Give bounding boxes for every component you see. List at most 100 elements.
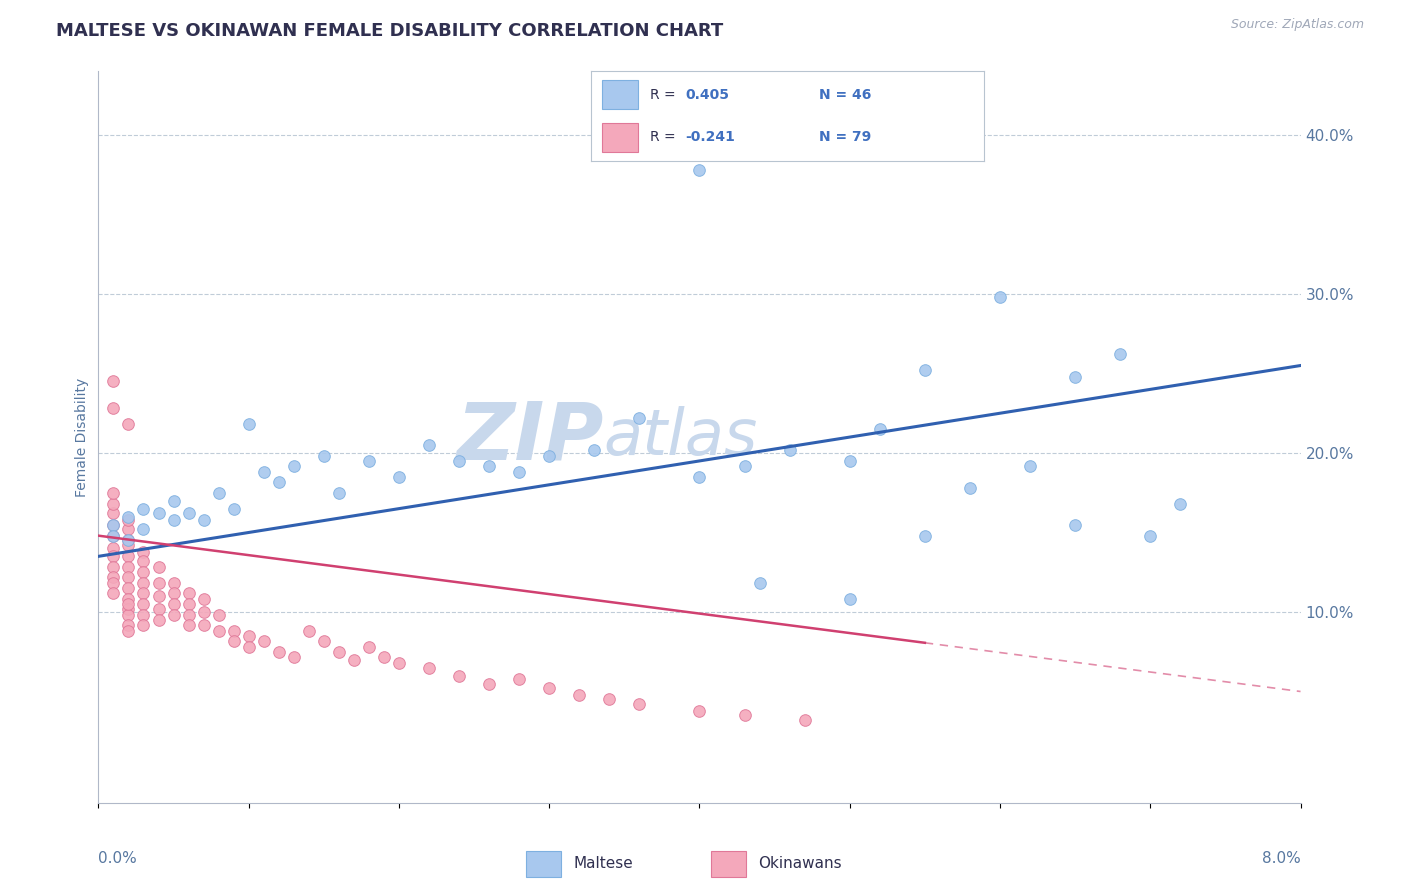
- Bar: [526, 851, 561, 878]
- Point: [103, 485, 125, 500]
- Point: [117, 549, 139, 564]
- Point: [117, 538, 139, 552]
- Point: [838, 592, 860, 607]
- Point: [117, 617, 139, 632]
- Text: Okinawans: Okinawans: [758, 856, 842, 871]
- Point: [208, 624, 231, 638]
- Point: [208, 608, 231, 623]
- Text: Maltese: Maltese: [574, 856, 633, 871]
- Point: [628, 411, 651, 425]
- Text: 0.0%: 0.0%: [98, 850, 138, 865]
- Point: [689, 704, 711, 718]
- Point: [177, 608, 200, 623]
- Point: [103, 497, 125, 511]
- Text: R =: R =: [650, 130, 679, 145]
- Point: [1109, 347, 1132, 361]
- Point: [538, 681, 561, 696]
- Point: [103, 570, 125, 584]
- Point: [132, 597, 155, 611]
- Point: [869, 422, 891, 436]
- Point: [162, 513, 184, 527]
- Point: [357, 454, 380, 468]
- Point: [1064, 517, 1087, 532]
- Text: 8.0%: 8.0%: [1261, 850, 1301, 865]
- Text: Source: ZipAtlas.com: Source: ZipAtlas.com: [1230, 18, 1364, 31]
- Point: [117, 560, 139, 574]
- Point: [148, 613, 170, 627]
- Point: [267, 475, 290, 489]
- Point: [177, 586, 200, 600]
- Point: [103, 375, 125, 389]
- Point: [162, 608, 184, 623]
- Point: [238, 629, 260, 643]
- Point: [298, 624, 321, 638]
- Point: [103, 401, 125, 416]
- Point: [193, 617, 215, 632]
- Point: [283, 458, 305, 473]
- Point: [1139, 529, 1161, 543]
- Text: atlas: atlas: [603, 406, 758, 468]
- Point: [117, 570, 139, 584]
- Point: [628, 697, 651, 711]
- Point: [177, 617, 200, 632]
- Point: [103, 586, 125, 600]
- Text: Female Disability: Female Disability: [75, 377, 89, 497]
- Point: [388, 470, 411, 484]
- Text: ZIP: ZIP: [456, 398, 603, 476]
- Point: [568, 688, 591, 702]
- Point: [222, 624, 245, 638]
- Point: [583, 442, 606, 457]
- Point: [914, 363, 936, 377]
- Point: [132, 586, 155, 600]
- Point: [117, 509, 139, 524]
- Point: [253, 465, 276, 479]
- Point: [988, 290, 1011, 304]
- Point: [283, 649, 305, 664]
- Point: [447, 668, 470, 682]
- Point: [103, 517, 125, 532]
- Point: [508, 672, 530, 686]
- Point: [117, 417, 139, 432]
- Text: N = 46: N = 46: [818, 87, 872, 102]
- Point: [162, 597, 184, 611]
- Point: [959, 481, 981, 495]
- Point: [238, 640, 260, 654]
- Point: [162, 586, 184, 600]
- Point: [914, 529, 936, 543]
- Point: [478, 676, 501, 690]
- Point: [117, 597, 139, 611]
- Point: [478, 458, 501, 473]
- Point: [148, 507, 170, 521]
- Point: [132, 554, 155, 568]
- Point: [132, 608, 155, 623]
- Point: [103, 560, 125, 574]
- Point: [148, 602, 170, 616]
- Point: [793, 713, 815, 727]
- Point: [447, 454, 470, 468]
- Point: [103, 541, 125, 556]
- Point: [117, 533, 139, 548]
- Point: [117, 522, 139, 536]
- Point: [103, 576, 125, 591]
- Point: [132, 576, 155, 591]
- Point: [1168, 497, 1191, 511]
- Point: [267, 645, 290, 659]
- Bar: [711, 851, 747, 878]
- Point: [132, 544, 155, 558]
- Point: [598, 692, 620, 706]
- Text: -0.241: -0.241: [685, 130, 735, 145]
- Point: [328, 485, 350, 500]
- Point: [132, 566, 155, 580]
- Point: [357, 640, 380, 654]
- Point: [103, 517, 125, 532]
- Point: [1019, 458, 1042, 473]
- Point: [689, 470, 711, 484]
- Point: [779, 442, 801, 457]
- Point: [1064, 369, 1087, 384]
- Point: [117, 608, 139, 623]
- Point: [734, 708, 756, 723]
- Point: [132, 501, 155, 516]
- Point: [538, 449, 561, 463]
- Point: [177, 507, 200, 521]
- Point: [193, 513, 215, 527]
